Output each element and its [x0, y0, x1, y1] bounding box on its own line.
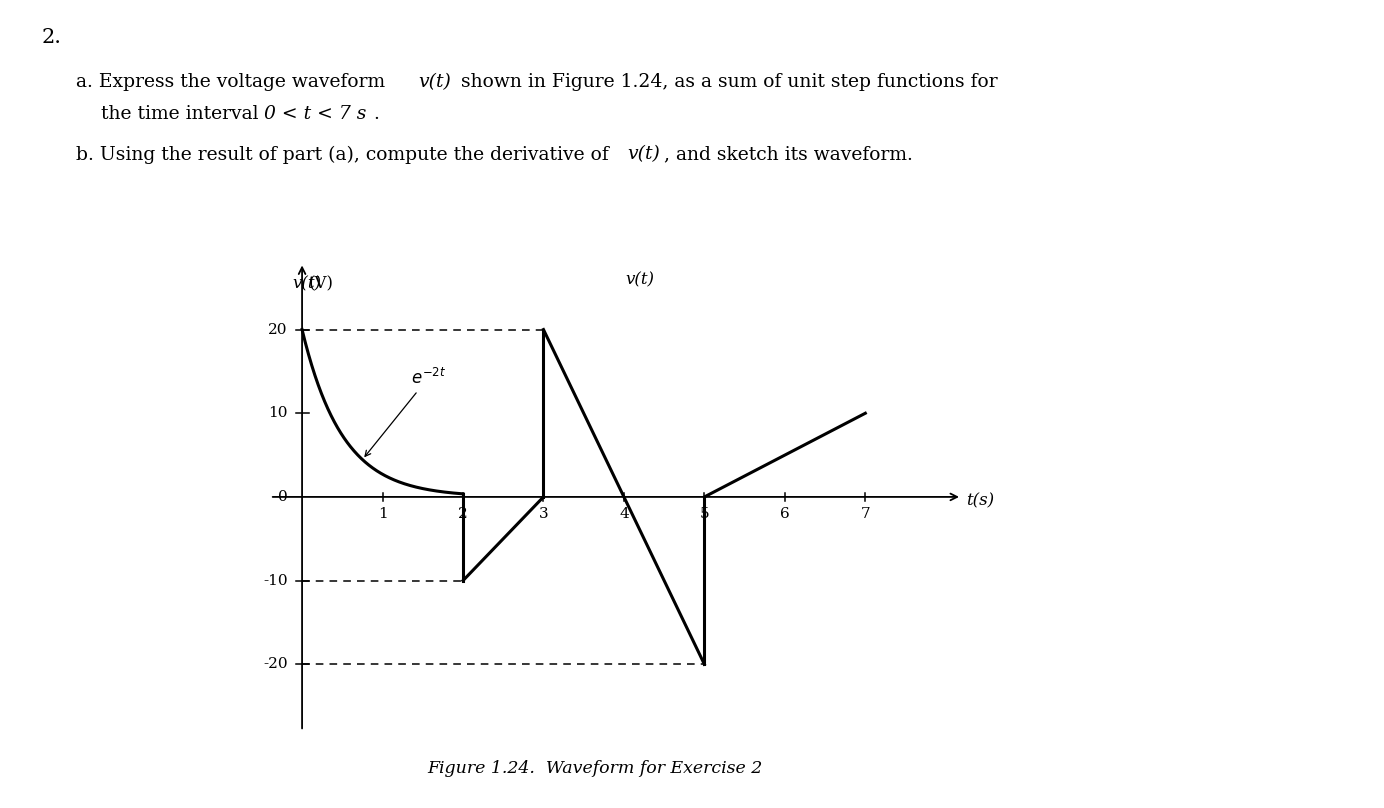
Text: .: . — [368, 105, 381, 123]
Text: 20: 20 — [268, 322, 288, 337]
Text: 2: 2 — [458, 507, 468, 521]
Text: -20: -20 — [263, 657, 288, 671]
Text: the time interval: the time interval — [101, 105, 264, 123]
Text: 5: 5 — [699, 507, 709, 521]
Text: v(t): v(t) — [418, 73, 451, 90]
Text: shown in Figure 1.24, as a sum of unit step functions for: shown in Figure 1.24, as a sum of unit s… — [455, 73, 998, 90]
Text: 0 < t < 7 s: 0 < t < 7 s — [264, 105, 367, 123]
Text: v(t): v(t) — [292, 276, 321, 292]
Text: , and sketch its waveform.: , and sketch its waveform. — [664, 145, 913, 163]
Text: v(t): v(t) — [627, 145, 660, 163]
Text: 3: 3 — [538, 507, 548, 521]
Text: 4: 4 — [619, 507, 628, 521]
Text: 2.: 2. — [42, 28, 61, 48]
Text: 0: 0 — [278, 490, 288, 504]
Text: Figure 1.24.  Waveform for Exercise 2: Figure 1.24. Waveform for Exercise 2 — [428, 760, 763, 777]
Text: v(t): v(t) — [626, 271, 655, 288]
Text: t(s): t(s) — [966, 493, 994, 510]
Text: b. Using the result of part (a), compute the derivative of: b. Using the result of part (a), compute… — [76, 145, 614, 164]
Text: a. Express the voltage waveform: a. Express the voltage waveform — [76, 73, 392, 90]
Text: 6: 6 — [781, 507, 790, 521]
Text: (V): (V) — [309, 276, 334, 292]
Text: 10: 10 — [268, 406, 288, 420]
Text: 7: 7 — [861, 507, 871, 521]
Text: 1: 1 — [378, 507, 388, 521]
Text: $e^{-2t}$: $e^{-2t}$ — [365, 368, 446, 457]
Text: -10: -10 — [263, 574, 288, 587]
